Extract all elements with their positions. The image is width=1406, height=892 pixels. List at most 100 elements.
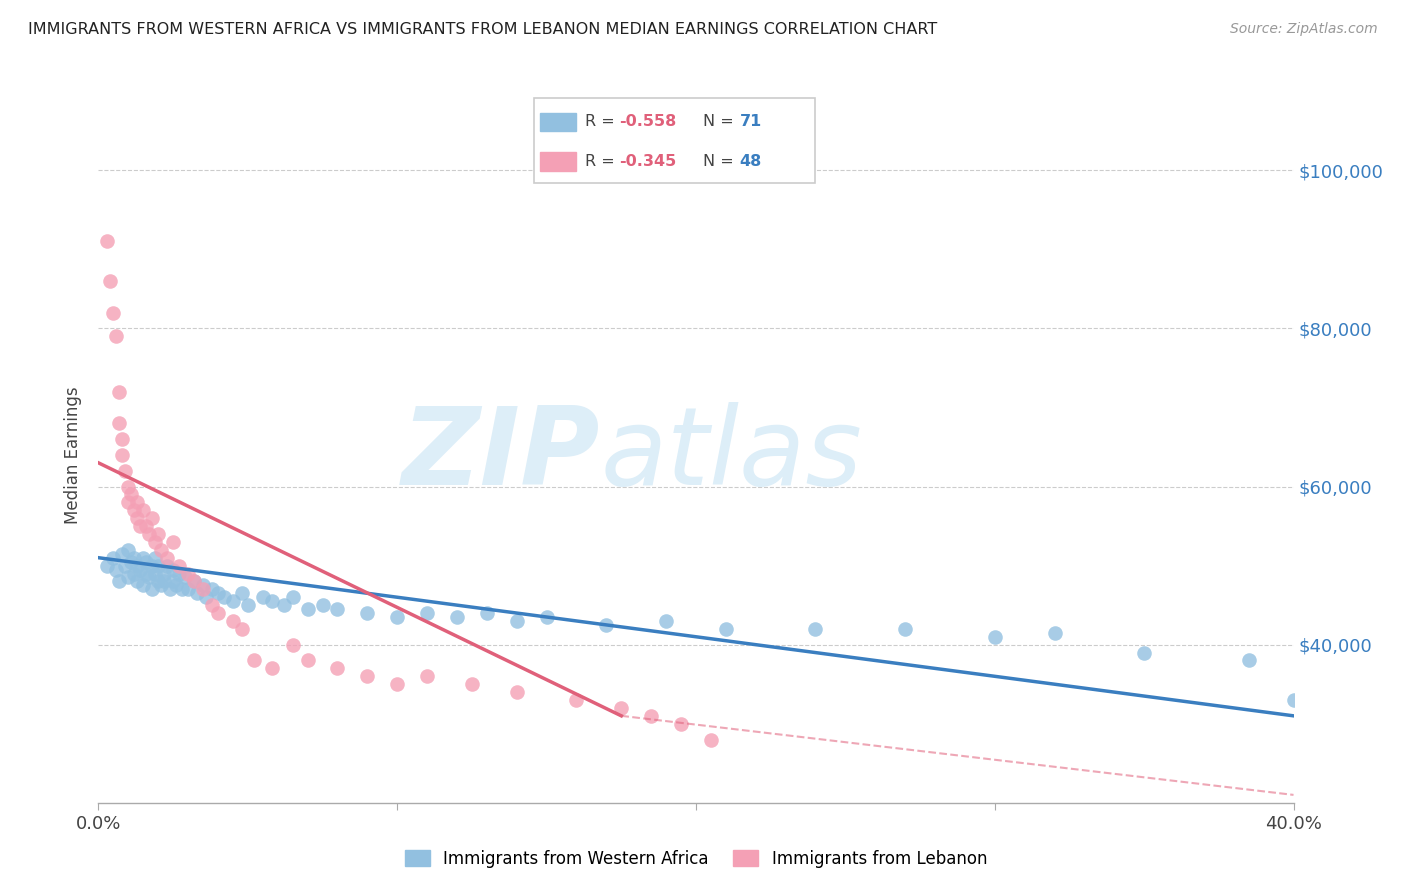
Point [138,527,160,541]
Point [610,701,633,715]
Point [191,578,214,592]
Point [135,566,157,581]
Point [150,578,173,592]
Point [132,578,155,592]
Text: -0.558: -0.558 [619,114,676,129]
Point [222,594,245,608]
Text: -0.345: -0.345 [619,154,676,169]
Text: R =: R = [585,154,620,169]
Point [201,598,224,612]
Point [120,487,142,501]
Point [1282,693,1305,707]
Point [207,606,229,620]
Text: 71: 71 [740,114,762,129]
Point [148,527,170,541]
Point [148,574,170,589]
Point [700,732,723,747]
Point [124,566,146,581]
Point [150,542,173,557]
Point [162,535,184,549]
Text: Source: ZipAtlas.com: Source: ZipAtlas.com [1230,22,1378,37]
Point [156,558,179,573]
Point [135,555,157,569]
Point [156,550,179,565]
Point [326,602,349,616]
Point [186,586,208,600]
Text: IMMIGRANTS FROM WESTERN AFRICA VS IMMIGRANTS FROM LEBANON MEDIAN EARNINGS CORREL: IMMIGRANTS FROM WESTERN AFRICA VS IMMIGR… [28,22,938,37]
Point [297,653,319,667]
Point [595,618,617,632]
Point [416,606,439,620]
Point [165,578,187,592]
Point [96,235,118,249]
Y-axis label: Median Earnings: Median Earnings [65,386,83,524]
Point [117,570,139,584]
Point [894,622,917,636]
FancyBboxPatch shape [534,98,815,183]
Legend: Immigrants from Western Africa, Immigrants from Lebanon: Immigrants from Western Africa, Immigran… [398,843,994,874]
Point [117,495,139,509]
Point [117,542,139,557]
Point [236,598,259,612]
Point [132,503,155,517]
Point [311,598,333,612]
Point [111,448,134,462]
Point [385,610,409,624]
Point [111,547,134,561]
Point [243,653,266,667]
Point [143,550,166,565]
Point [143,535,166,549]
Point [143,566,166,581]
Text: N =: N = [703,114,740,129]
Point [120,555,142,569]
Text: N =: N = [703,154,740,169]
Point [177,582,200,597]
Point [356,606,378,620]
Point [153,574,176,589]
Text: ZIP: ZIP [402,402,600,508]
Point [231,586,253,600]
Point [124,550,146,565]
Point [103,550,125,565]
Point [148,558,170,573]
Point [326,661,349,675]
Point [356,669,378,683]
Point [114,464,136,478]
Point [162,563,184,577]
Point [385,677,409,691]
Point [135,519,157,533]
Point [153,566,176,581]
Point [108,574,131,589]
Point [129,519,152,533]
Point [114,558,136,573]
Point [640,708,662,723]
Point [281,591,304,605]
Point [506,614,529,628]
Point [111,432,134,446]
Point [804,622,827,636]
Point [212,591,235,605]
Point [127,558,149,573]
Point [191,582,214,597]
Point [174,570,197,584]
Point [461,677,484,691]
Point [159,582,181,597]
Point [984,630,1007,644]
Point [446,610,468,624]
Point [565,693,588,707]
Point [1043,625,1066,640]
Point [127,574,149,589]
Bar [540,153,576,171]
Point [172,582,194,597]
Point [167,558,190,573]
Point [416,669,439,683]
Point [167,566,190,581]
Point [117,479,139,493]
Bar [540,112,576,131]
Point [108,417,131,431]
Point [201,582,224,597]
Point [222,614,245,628]
Point [273,598,295,612]
Point [655,614,678,628]
Text: R =: R = [585,114,620,129]
